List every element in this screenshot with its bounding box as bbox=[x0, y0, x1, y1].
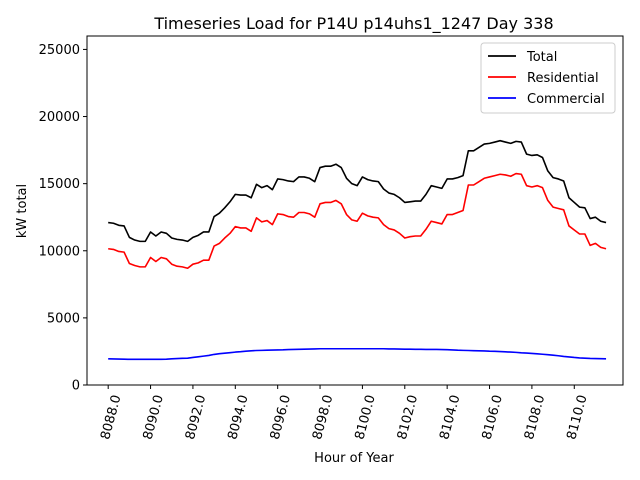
legend-label-total: Total bbox=[526, 50, 557, 65]
legend: Total Residential Commercial bbox=[480, 42, 616, 114]
series-line-residential bbox=[108, 172, 607, 270]
y-tick-label: 25000 bbox=[39, 43, 80, 58]
y-axis-label: kW total bbox=[15, 184, 30, 238]
x-tick-label: 8090.0 bbox=[141, 393, 167, 441]
series-layer bbox=[108, 139, 607, 361]
x-tick-label: 8100.0 bbox=[353, 393, 379, 441]
x-tick-label: 8104.0 bbox=[437, 393, 463, 441]
x-tick-label: 8088.0 bbox=[98, 393, 124, 441]
y-tick-label: 15000 bbox=[39, 177, 80, 192]
x-tick-label: 8098.0 bbox=[310, 393, 336, 441]
x-tick-label: 8096.0 bbox=[268, 393, 294, 441]
y-tick-label: 0 bbox=[72, 379, 80, 394]
x-tick-label: 8094.0 bbox=[225, 393, 251, 441]
series-line-total bbox=[108, 139, 607, 243]
x-tick-label: 8108.0 bbox=[522, 393, 548, 441]
y-tick-label: 5000 bbox=[47, 311, 80, 326]
legend-label-commercial: Commercial bbox=[527, 92, 605, 107]
x-tick-label: 8110.0 bbox=[564, 393, 590, 441]
x-axis: 8088.0 8090.0 8092.0 8094.0 8096.0 8098.0 8100… bbox=[98, 385, 591, 441]
chart-title: Timeseries Load for P14U p14uhs1_1247 Da… bbox=[153, 14, 553, 34]
x-tick-label: 8092.0 bbox=[183, 393, 209, 441]
legend-label-residential: Residential bbox=[527, 71, 599, 86]
series-line-commercial bbox=[108, 347, 607, 361]
plot-frame bbox=[86, 35, 624, 386]
y-tick-label: 10000 bbox=[39, 244, 80, 259]
y-tick-label: 20000 bbox=[39, 110, 80, 125]
x-axis-label: Hour of Year bbox=[314, 451, 394, 466]
legend-frame bbox=[480, 42, 616, 114]
y-axis: 0 5000 10000 15000 20000 25000 bbox=[39, 43, 87, 394]
x-tick-label: 8106.0 bbox=[480, 393, 506, 441]
x-tick-label: 8102.0 bbox=[395, 393, 421, 441]
